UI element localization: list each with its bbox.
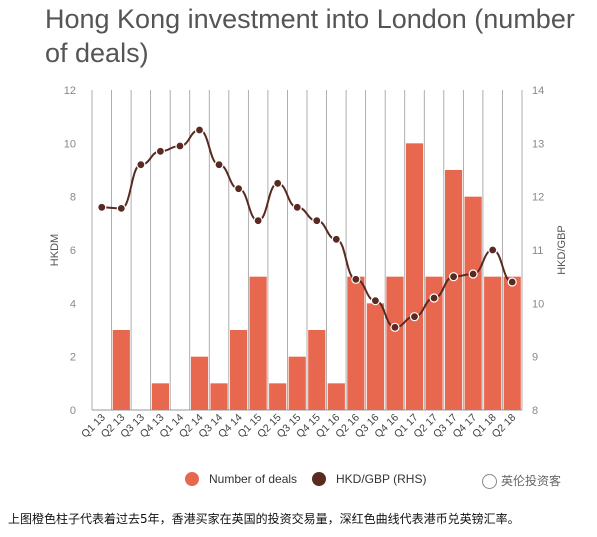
y-tick-label: 10 — [64, 138, 76, 150]
y-tick-label: 2 — [70, 352, 76, 364]
legend-swatch-deals — [185, 472, 199, 486]
line-point — [194, 125, 205, 135]
bar — [405, 143, 424, 411]
watermark: 英伦投资客 — [482, 472, 561, 489]
line-point — [155, 146, 166, 156]
line-point — [429, 293, 439, 303]
y-tick-label: 4 — [70, 298, 76, 310]
y2-tick-label: 13 — [532, 138, 544, 150]
bar — [151, 383, 169, 410]
line-point — [507, 277, 517, 287]
line-point — [448, 272, 459, 282]
legend-item-hkdgbp: HKD/GBP (RHS) — [312, 472, 426, 486]
bar — [347, 276, 365, 410]
line-point — [312, 216, 322, 226]
line-point — [370, 296, 381, 306]
line-point — [331, 234, 341, 244]
y2-tick-label: 14 — [532, 85, 544, 97]
bar — [464, 196, 482, 410]
line-point — [488, 245, 498, 255]
line-point — [273, 178, 283, 188]
line-point — [292, 202, 302, 212]
bar — [327, 383, 345, 410]
bar — [503, 276, 521, 410]
bar — [484, 276, 502, 410]
bar — [269, 383, 287, 410]
line-point — [390, 322, 400, 332]
bar — [288, 356, 306, 410]
line-point — [409, 312, 420, 322]
legend-label-deals: Number of deals — [209, 472, 298, 486]
line-point — [253, 216, 263, 226]
y2-tick-label: 11 — [532, 245, 543, 257]
series-line — [101, 128, 513, 329]
caption: 上图橙色柱子代表着过去5年，香港买家在英国的投资交易量，深红色曲线代表港币兑英镑… — [8, 512, 520, 526]
y2-tick-label: 8 — [532, 405, 538, 417]
y2-tick-label: 12 — [532, 192, 544, 204]
y-axis-title: HKDM — [49, 234, 61, 266]
line-point — [97, 202, 107, 212]
y2-tick-label: 10 — [532, 298, 544, 310]
y-tick-label: 8 — [70, 192, 76, 204]
y2-tick-label: 9 — [532, 352, 538, 364]
line-point — [136, 160, 146, 170]
line-point — [468, 269, 478, 279]
y-tick-label: 6 — [70, 245, 76, 257]
line-point — [233, 184, 244, 194]
y2-axis-title: HKD/GBP — [556, 225, 568, 275]
bar — [230, 330, 248, 410]
chart-title: Hong Kong investment into London (number… — [45, 4, 575, 68]
bar — [445, 170, 463, 410]
line-point — [175, 141, 185, 151]
legend-swatch-hkdgbp — [312, 472, 326, 486]
bar — [366, 303, 384, 410]
bar — [112, 330, 130, 410]
bar — [249, 276, 267, 410]
line-point — [351, 274, 361, 284]
y-tick-label: 0 — [70, 405, 76, 417]
line-point — [214, 160, 224, 170]
legend-item-deals: Number of deals — [185, 472, 297, 486]
bar — [210, 383, 228, 410]
bar — [190, 356, 209, 410]
bar — [308, 330, 326, 410]
bar — [386, 276, 404, 410]
watermark-text: 英伦投资客 — [501, 474, 562, 488]
bar — [425, 276, 443, 410]
line-point — [116, 203, 126, 213]
y-tick-label: 12 — [64, 85, 76, 97]
legend-label-hkdgbp: HKD/GBP (RHS) — [336, 472, 427, 486]
wechat-logo-icon — [482, 474, 497, 489]
